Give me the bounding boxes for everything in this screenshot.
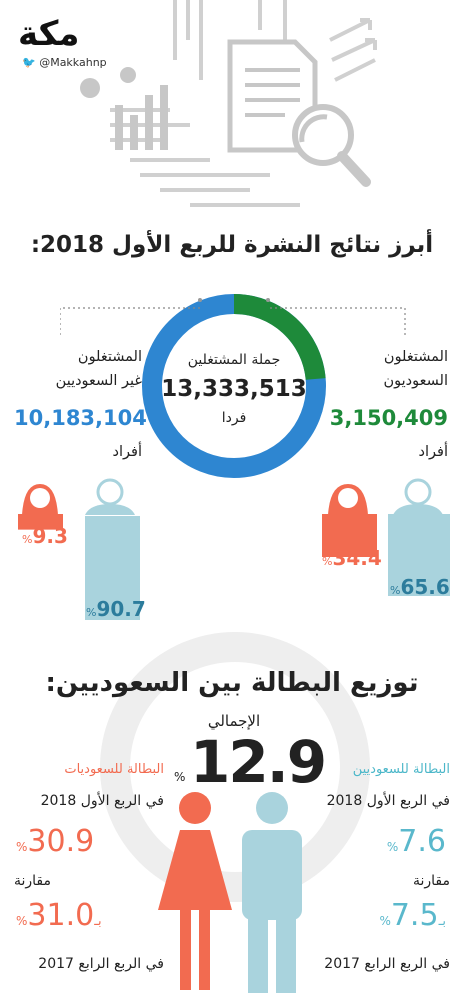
non-saudi-value: 10,183,104 xyxy=(14,406,147,430)
saudi-gender-bars xyxy=(322,478,450,596)
women-value-2: %31.0بـ xyxy=(16,898,102,933)
women-value-1: %30.9 xyxy=(16,824,95,859)
non-saudi-male-pct: %90.7 xyxy=(86,597,146,621)
men-period-1: في الربع الأول 2018 xyxy=(326,793,450,809)
magnifier-icon xyxy=(292,104,371,187)
female-icon xyxy=(328,484,368,515)
female-icon xyxy=(18,484,63,518)
men-value-2: %7.5بـ xyxy=(379,898,446,933)
employment-donut xyxy=(142,294,326,478)
non-saudi-gender-bars xyxy=(18,478,140,620)
connector-lines xyxy=(60,307,406,335)
women-unemployment-title: البطالة للسعوديات xyxy=(64,762,164,777)
women-compare: مقارنة xyxy=(14,873,52,889)
male-icon xyxy=(393,478,443,515)
non-saudi-unit: أفراد xyxy=(112,444,142,460)
men-unemployment-title: البطالة للسعوديين xyxy=(352,762,450,777)
section2-title: توزيع البطالة بين السعوديين: xyxy=(45,668,419,698)
female-icon xyxy=(158,792,232,990)
saudi-value: 3,150,409 xyxy=(329,406,448,430)
male-icon xyxy=(85,478,135,515)
women-period-2: في الربع الرابع 2017 xyxy=(38,956,164,972)
non-saudi-label: المشتغلون غير السعوديين xyxy=(55,349,142,389)
gender-figures xyxy=(158,792,302,993)
twitter-handle: 🐦 @Makkahnp xyxy=(22,56,107,69)
total-unemployment-value: 12.9 xyxy=(190,728,327,796)
saudi-male-pct: %65.6 xyxy=(390,575,450,599)
non-saudi-female-pct: %9.3 xyxy=(22,524,68,548)
saudi-female-pct: %34.4 xyxy=(322,546,382,570)
men-value-1: %7.6 xyxy=(386,824,446,859)
male-icon xyxy=(242,792,302,993)
total-employed-label: جملة المشتغلين xyxy=(187,352,281,368)
total-unemployment-sign: % xyxy=(174,770,186,784)
total-unemployment-label: الإجمالي xyxy=(207,712,261,730)
saudi-unit: أفراد xyxy=(418,444,448,460)
men-period-2: في الربع الرابع 2017 xyxy=(324,956,450,972)
twitter-icon: 🐦 xyxy=(22,56,36,69)
header-illustration xyxy=(80,0,377,207)
bar-chart-icon xyxy=(115,85,168,150)
women-period-1: في الربع الأول 2018 xyxy=(40,793,164,809)
men-compare: مقارنة xyxy=(412,873,450,889)
section1-title: أبرز نتائج النشرة للربع الأول 2018: xyxy=(30,232,434,258)
total-employed-value: 13,333,513 xyxy=(161,376,307,402)
brand-logo: مكة xyxy=(18,14,80,54)
total-employed-unit: فردا xyxy=(221,410,247,426)
saudi-label: المشتغلون السعوديون xyxy=(383,349,449,389)
saudi-segment xyxy=(233,294,326,381)
